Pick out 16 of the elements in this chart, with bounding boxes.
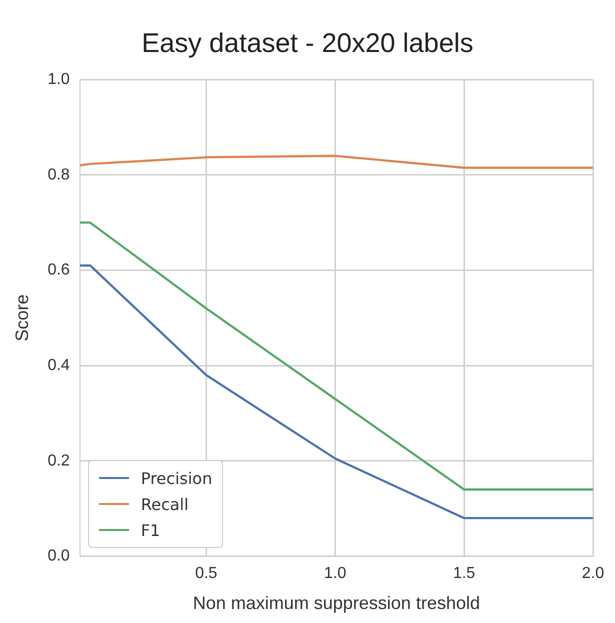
y-tick-label: 0.4 xyxy=(48,356,70,374)
x-tick-label: 2.0 xyxy=(582,565,604,582)
y-tick-label: 1.0 xyxy=(48,71,70,88)
x-tick-label: 1.5 xyxy=(452,565,476,582)
legend-label: F1 xyxy=(140,520,160,540)
y-tick-label: 0.2 xyxy=(48,452,70,470)
x-axis-title: Non maximum suppression treshold xyxy=(192,593,480,614)
y-tick-label: 0.6 xyxy=(48,262,70,279)
x-tick-label: 0.5 xyxy=(195,565,218,582)
y-axis-title: Score xyxy=(12,294,32,342)
x-tick-label: 1.0 xyxy=(324,565,346,582)
chart-title: Easy dataset - 20x20 labels xyxy=(140,28,474,59)
y-tick-label: 0.8 xyxy=(48,166,70,184)
y-tick-label: 0.0 xyxy=(48,548,70,565)
legend-label: Recall xyxy=(140,494,189,514)
legend-label: Precision xyxy=(140,468,212,488)
